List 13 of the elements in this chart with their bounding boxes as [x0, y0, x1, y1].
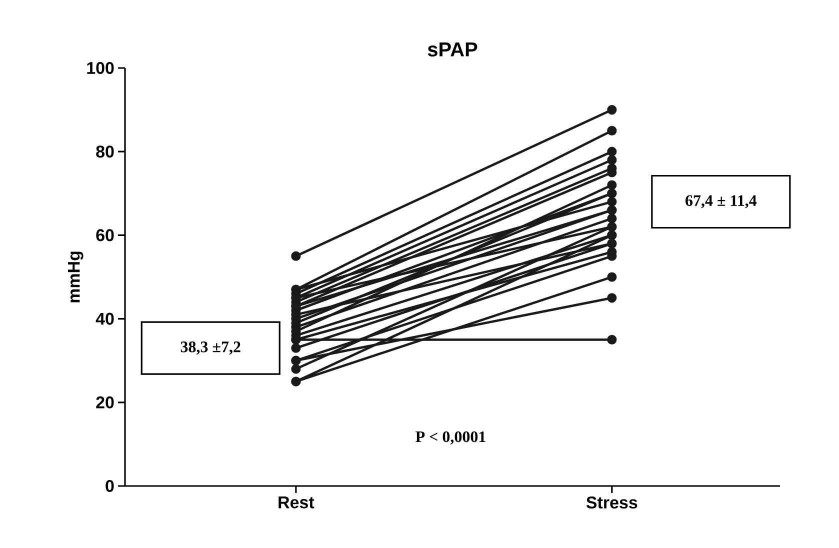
annotation: 67,4 ± 11,4: [686, 195, 757, 208]
y-tick-label: 100: [87, 62, 114, 74]
annotation: P < 0,0001: [416, 431, 486, 444]
x-tick-label: Rest: [278, 496, 314, 508]
y-tick-label: 20: [96, 396, 114, 408]
y-tick-label: 60: [96, 229, 114, 242]
y-tick-label: 80: [96, 146, 114, 158]
chart-title: sPAP: [428, 42, 478, 57]
y-tick-label: 0: [106, 480, 114, 492]
x-tick-label: Stress: [586, 496, 638, 509]
y-axis-title: mmHg: [68, 252, 84, 302]
annotation: 38,3 ±7,2: [180, 342, 240, 355]
y-tick-label: 40: [96, 312, 114, 325]
